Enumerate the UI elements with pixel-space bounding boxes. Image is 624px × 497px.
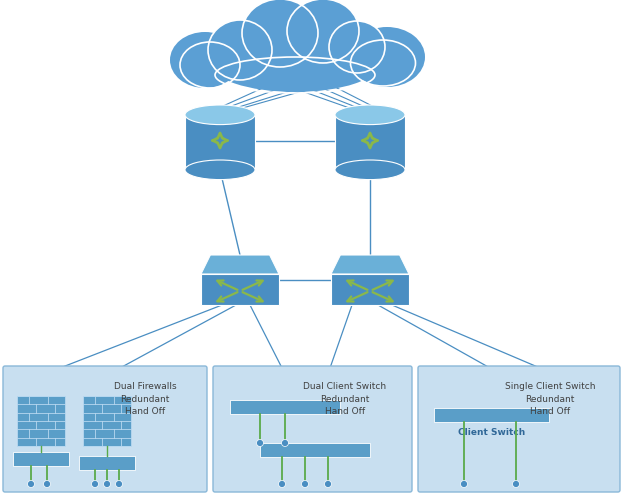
Circle shape: [324, 481, 331, 488]
Ellipse shape: [185, 160, 255, 179]
Ellipse shape: [170, 32, 240, 88]
Circle shape: [512, 481, 520, 488]
Circle shape: [281, 439, 288, 446]
Ellipse shape: [242, 0, 318, 67]
Ellipse shape: [329, 21, 385, 73]
FancyBboxPatch shape: [213, 366, 412, 492]
Ellipse shape: [335, 160, 405, 179]
Bar: [230, 400, 340, 414]
Circle shape: [115, 481, 122, 488]
Circle shape: [461, 481, 467, 488]
Circle shape: [44, 481, 51, 488]
Ellipse shape: [185, 105, 255, 125]
Bar: [17, 396, 65, 446]
Polygon shape: [201, 255, 279, 274]
Circle shape: [104, 481, 110, 488]
Polygon shape: [331, 255, 409, 274]
Text: Dual Firewalls
Redundant
Hand Off: Dual Firewalls Redundant Hand Off: [114, 382, 177, 416]
Ellipse shape: [287, 0, 359, 63]
Text: Dual Client Switch
Redundant
Hand Off: Dual Client Switch Redundant Hand Off: [303, 382, 386, 416]
Bar: [79, 456, 135, 470]
Bar: [260, 443, 370, 457]
Circle shape: [27, 481, 34, 488]
Ellipse shape: [208, 20, 272, 80]
Circle shape: [256, 439, 263, 446]
Circle shape: [92, 481, 99, 488]
Bar: [331, 274, 409, 305]
Text: Client Switch: Client Switch: [458, 428, 525, 437]
FancyBboxPatch shape: [418, 366, 620, 492]
Bar: [185, 115, 255, 170]
Bar: [83, 396, 131, 446]
Circle shape: [301, 481, 308, 488]
Bar: [335, 115, 405, 170]
Bar: [13, 452, 69, 466]
Text: Single Client Switch
Redundant
Hand Off: Single Client Switch Redundant Hand Off: [505, 382, 595, 416]
Ellipse shape: [335, 105, 405, 125]
Bar: [201, 274, 279, 305]
FancyBboxPatch shape: [3, 366, 207, 492]
Bar: [434, 408, 549, 422]
Ellipse shape: [349, 27, 425, 87]
Ellipse shape: [210, 34, 380, 92]
Circle shape: [278, 481, 286, 488]
Bar: [210, 55, 380, 80]
